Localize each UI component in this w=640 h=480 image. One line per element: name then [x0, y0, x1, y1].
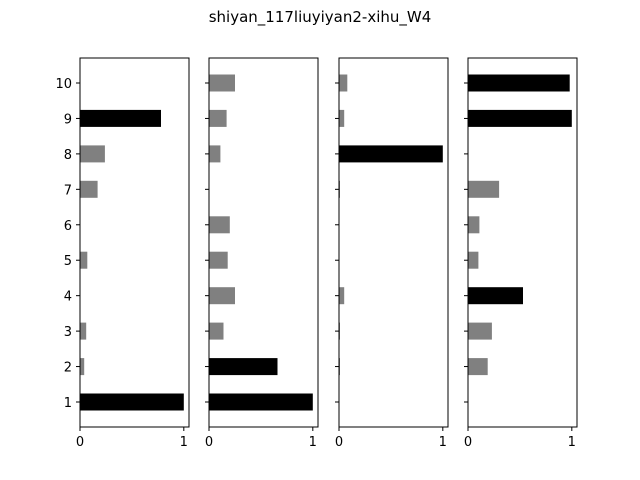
- y-tick-label-9: 9: [64, 112, 72, 127]
- y-tick-label-3: 3: [64, 325, 72, 340]
- bar-5: [209, 251, 228, 269]
- bar-2: [209, 358, 278, 376]
- y-tick-label-4: 4: [64, 290, 72, 305]
- y-tick-label-1: 1: [64, 396, 72, 411]
- y-tick-label-8: 8: [64, 148, 72, 163]
- bar-8: [80, 145, 105, 163]
- bar-4: [339, 287, 345, 305]
- x-tick-label-0: 0: [76, 435, 84, 450]
- x-tick-label-0: 0: [464, 435, 472, 450]
- axes-frame: [338, 57, 449, 428]
- bar-7: [80, 180, 98, 198]
- axes-frame: [467, 57, 578, 428]
- x-tick-label-1: 1: [309, 435, 317, 450]
- bar-10: [209, 74, 235, 92]
- bar-6: [468, 216, 480, 234]
- x-tick-label-1: 1: [568, 435, 576, 450]
- bar-9: [80, 109, 161, 127]
- bar-9: [468, 109, 572, 127]
- x-tick-label-1: 1: [180, 435, 188, 450]
- x-tick-label-0: 0: [335, 435, 343, 450]
- bar-10: [339, 74, 348, 92]
- bar-3: [209, 322, 224, 340]
- bar-4: [209, 287, 235, 305]
- bar-8: [339, 145, 443, 163]
- x-tick-label-0: 0: [205, 435, 213, 450]
- bar-3: [80, 322, 87, 340]
- bar-2: [80, 358, 85, 376]
- bar-9: [339, 109, 345, 127]
- bar-7: [468, 180, 500, 198]
- figure-title: shiyan_117liuyiyan2-xihu_W4: [209, 8, 432, 27]
- y-tick-label-5: 5: [64, 254, 72, 269]
- bar-4: [468, 287, 523, 305]
- y-tick-label-7: 7: [64, 183, 72, 198]
- x-tick-label-1: 1: [439, 435, 447, 450]
- y-tick-label-10: 10: [55, 77, 72, 92]
- bar-3: [468, 322, 492, 340]
- bar-5: [468, 251, 479, 269]
- bar-10: [468, 74, 570, 92]
- bar-8: [209, 145, 221, 163]
- bar-2: [468, 358, 488, 376]
- panel-1: 1 2 3 4 5 6 7 8 9 10 0 1: [55, 57, 190, 450]
- bar-9: [209, 109, 227, 127]
- bar-5: [80, 251, 88, 269]
- axes-frame: [208, 57, 319, 428]
- y-tick-label-2: 2: [64, 361, 72, 376]
- y-tick-label-6: 6: [64, 219, 72, 234]
- bar-6: [209, 216, 230, 234]
- bar-1: [80, 393, 184, 411]
- bar-1: [209, 393, 313, 411]
- axes-frame: [79, 57, 190, 428]
